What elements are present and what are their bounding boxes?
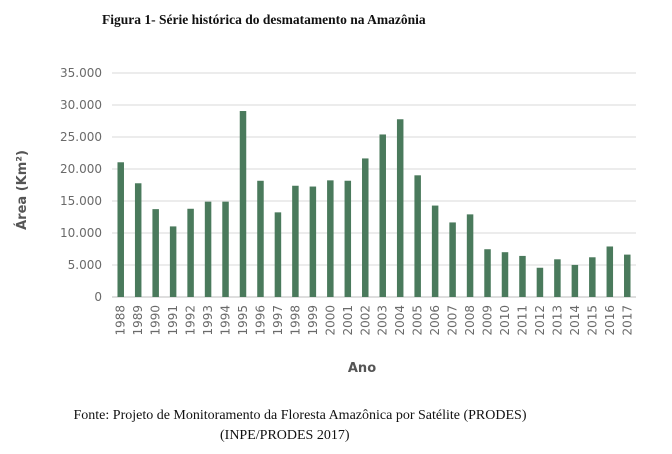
x-tick-label: 2015 <box>585 305 599 336</box>
x-tick-label: 2010 <box>498 305 512 336</box>
x-tick-label: 1999 <box>306 305 320 336</box>
bar-2011 <box>519 255 526 297</box>
y-axis-title: Área (Km²) <box>14 150 30 230</box>
x-tick-label: 2017 <box>620 305 634 336</box>
x-tick-label: 1997 <box>271 305 285 336</box>
x-tick-label: 1994 <box>219 305 233 336</box>
y-tick-label: 5.000 <box>68 258 102 272</box>
y-tick-labels: 0 5.000 10.000 15.000 20.000 25.000 30.000 35.0… <box>60 66 102 304</box>
x-tick-label: 2012 <box>533 305 547 336</box>
x-tick-label: 1991 <box>166 305 180 336</box>
bar-1992 <box>187 208 194 297</box>
y-tick-label: 10.000 <box>60 226 102 240</box>
x-tick-label: 2006 <box>428 305 442 336</box>
bar-1996 <box>257 180 264 297</box>
x-tick-label: 2011 <box>515 305 529 336</box>
y-tick-label: 0 <box>94 290 102 304</box>
bar-2005 <box>414 175 421 297</box>
bar-2015 <box>589 257 596 297</box>
bar-2003 <box>379 134 386 297</box>
y-tick-label: 25.000 <box>60 130 102 144</box>
gridlines <box>112 72 636 298</box>
bar-2010 <box>501 252 509 297</box>
bar-1995 <box>239 111 247 298</box>
x-tick-label: 2009 <box>481 305 495 336</box>
x-tick-label: 2004 <box>393 305 407 336</box>
x-tick-label: 2008 <box>463 305 477 336</box>
source-line-1: Fonte: Projeto de Monitoramento da Flore… <box>73 408 527 423</box>
x-tick-label: 2016 <box>603 305 617 336</box>
bar-2000 <box>327 180 334 297</box>
bar-2012 <box>536 267 544 297</box>
bar-1999 <box>309 186 317 297</box>
bar-2017 <box>624 254 631 297</box>
x-tick-label: 2001 <box>341 305 355 336</box>
x-tick-label: 2007 <box>446 305 460 336</box>
bar-1991 <box>169 226 177 297</box>
source-line-2-text: (INPE/PRODES 2017) <box>220 428 350 443</box>
bars <box>117 111 631 298</box>
x-tick-label: 1990 <box>149 305 163 336</box>
x-tick-label: 1989 <box>131 305 145 336</box>
bar-2006 <box>431 205 439 297</box>
x-tick-labels: 1988 1989 1990 1991 1992 1993 1994 1995 1996 1997… <box>114 305 635 336</box>
bar-1988 <box>117 162 124 297</box>
x-tick-label: 1996 <box>253 305 267 336</box>
bar-1994 <box>222 201 229 297</box>
bar-1997 <box>274 212 282 297</box>
y-tick-label: 30.000 <box>60 98 102 112</box>
bar-1990 <box>152 209 159 297</box>
bar-2002 <box>362 158 369 297</box>
bar-2001 <box>344 180 352 297</box>
bar-1998 <box>292 185 299 297</box>
bar-1993 <box>204 201 212 297</box>
figure-title: Figura 1- Série histórica do desmatament… <box>102 12 426 27</box>
x-tick-label: 2002 <box>358 305 372 336</box>
y-tick-label: 35.000 <box>60 66 102 80</box>
x-tick-label: 2013 <box>550 305 564 336</box>
y-tick-label: 15.000 <box>60 194 102 208</box>
x-tick-label: 1993 <box>201 305 215 336</box>
y-tick-label: 20.000 <box>60 162 102 176</box>
bar-2004 <box>396 119 404 297</box>
x-axis-title: Ano <box>348 361 376 376</box>
x-tick-label: 2014 <box>568 305 582 336</box>
x-tick-label: 1992 <box>184 305 198 336</box>
bar-chart: 0 5.000 10.000 15.000 20.000 25.000 30.000 35.0… <box>14 66 636 376</box>
bar-2013 <box>554 259 561 297</box>
bar-2016 <box>606 246 614 297</box>
x-tick-label: 1988 <box>114 305 128 336</box>
bar-2008 <box>466 214 474 297</box>
x-tick-label: 2005 <box>411 305 425 336</box>
bar-2007 <box>449 222 456 297</box>
bar-2014 <box>571 264 579 297</box>
x-tick-label: 1998 <box>288 305 302 336</box>
x-tick-label: 1995 <box>236 305 250 336</box>
x-tick-label: 2000 <box>323 305 337 336</box>
bar-1989 <box>134 183 142 297</box>
bar-2009 <box>484 249 491 297</box>
x-tick-label: 2003 <box>376 305 390 336</box>
